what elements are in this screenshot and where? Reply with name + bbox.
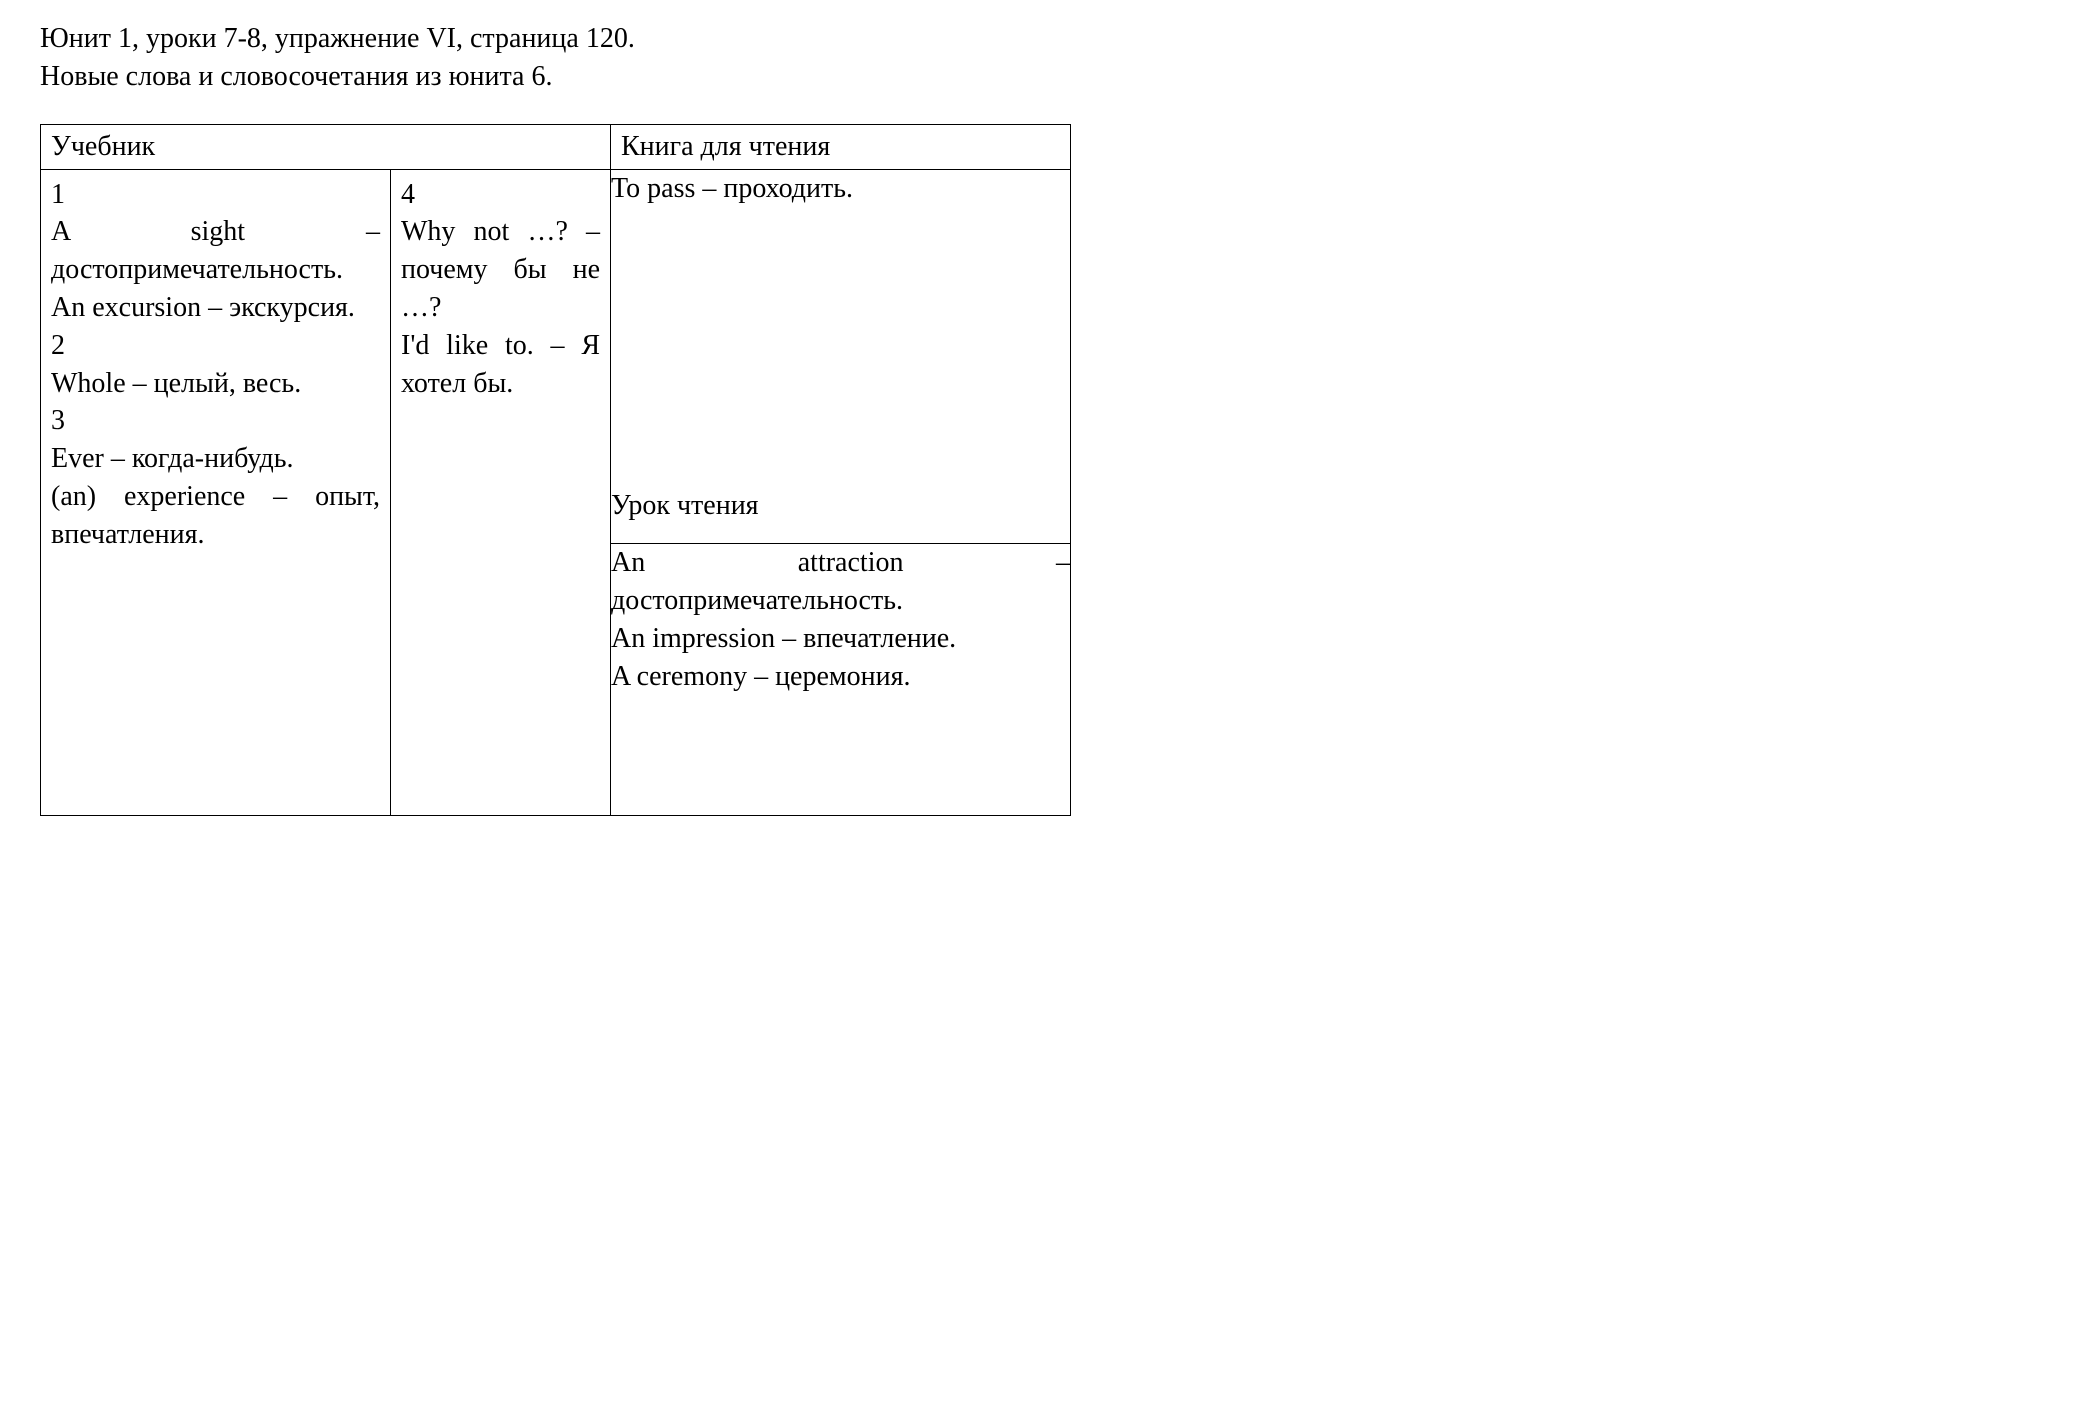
header-line-2: Новые слова и словосочетания из юнита 6. bbox=[40, 58, 2036, 96]
textbook-col-2: 4 Why not …? – почему бы не …? I'd like … bbox=[391, 169, 611, 816]
reading-lesson-label: Урок чтения bbox=[611, 207, 1070, 525]
page-header: Юнит 1, уроки 7-8, упражнение VI, страни… bbox=[40, 20, 2036, 96]
block-1-num: 1 bbox=[51, 176, 380, 214]
reader-bottom-line-1: An attraction – достопримечательность. bbox=[611, 544, 1070, 620]
header-line-1: Юнит 1, уроки 7-8, упражнение VI, страни… bbox=[40, 20, 2036, 58]
reader-bottom-line-2: An impression – впечатление. bbox=[611, 620, 1070, 658]
block-3-line-2: (an) experience – опыт, впечатления. bbox=[51, 478, 380, 554]
block-3-num: 3 bbox=[51, 402, 380, 440]
reader-top-cell: To pass – проходить. Урок чтения bbox=[611, 170, 1070, 544]
reader-bottom-cell: An attraction – достопримечательность. A… bbox=[611, 544, 1070, 816]
vocab-table: Учебник Книга для чтения 1 A sight – дос… bbox=[40, 124, 1071, 817]
reader-col: To pass – проходить. Урок чтения An attr… bbox=[611, 169, 1071, 816]
reader-top-line-1: To pass – проходить. bbox=[611, 170, 1070, 208]
block-4-line-2: I'd like to. – Я хотел бы. bbox=[401, 327, 600, 403]
block-3-line-1: Ever – когда-нибудь. bbox=[51, 440, 380, 478]
textbook-col-1: 1 A sight – достопримечательность. An ex… bbox=[41, 169, 391, 816]
table-header-row: Учебник Книга для чтения bbox=[41, 124, 1071, 169]
reader-bottom-line-3: A ceremony – церемония. bbox=[611, 658, 1070, 696]
block-4-num: 4 bbox=[401, 176, 600, 214]
block-2-line-1: Whole – целый, весь. bbox=[51, 365, 380, 403]
header-reader: Книга для чтения bbox=[611, 124, 1071, 169]
header-textbook: Учебник bbox=[41, 124, 611, 169]
table-body-row: 1 A sight – достопримечательность. An ex… bbox=[41, 169, 1071, 816]
block-2-num: 2 bbox=[51, 327, 380, 365]
block-1-line-1: A sight – достопримечательность. bbox=[51, 213, 380, 289]
block-4-line-1: Why not …? – почему бы не …? bbox=[401, 213, 600, 326]
block-1-line-2: An excursion – экскурсия. bbox=[51, 289, 380, 327]
reader-nested-table: To pass – проходить. Урок чтения An attr… bbox=[611, 170, 1070, 816]
